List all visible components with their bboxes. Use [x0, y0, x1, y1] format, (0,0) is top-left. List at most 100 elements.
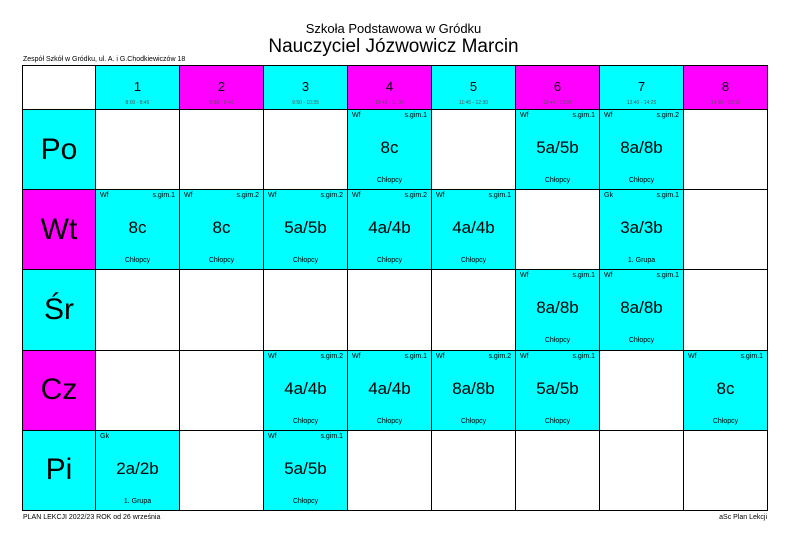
lesson-group: Chłopcy	[544, 337, 571, 345]
day-label: Cz	[22, 349, 96, 431]
lesson-room: s.gim.1	[656, 192, 679, 200]
lesson-cell[interactable]: Wf s.gim.1 4a/4b Chłopcy	[431, 189, 516, 271]
lesson-group: Chłopcy	[124, 257, 151, 265]
lesson-subject: Wf	[520, 112, 529, 119]
lesson-cell[interactable]: Wf s.gim.2 5a/5b Chłopcy	[263, 189, 348, 271]
lesson-subject: Wf	[352, 352, 361, 360]
timetable-grid: 1 8:00 - 8:45 2 8:50 - 9:40 3 9:50 - 10:35 4 10…	[22, 65, 768, 512]
footer-software: aSc Plan Lekcji	[719, 514, 767, 521]
lesson-room: s.gim.1	[152, 192, 175, 200]
lesson-group: 1. Grupa	[123, 497, 152, 505]
lesson-cell[interactable]: Wf s.gim.1 5a/5b Chłopcy	[263, 429, 348, 512]
lesson-cell[interactable]: Wf s.gim.2 4a/4b Chłopcy	[347, 189, 432, 271]
lesson-subject: Wf	[520, 352, 529, 360]
empty-cell	[347, 269, 432, 351]
lesson-room: s.gim.1	[572, 272, 595, 280]
lesson-group: Chłopcy	[628, 177, 655, 184]
lesson-cell[interactable]: Gk 2a/2b 1. Grupa	[95, 429, 180, 512]
day-label: Wt	[22, 189, 96, 271]
lesson-class: 8a/8b	[620, 298, 663, 318]
footer-plan-info: PLAN LEKCJI 2022/23 ROK od 26 września	[23, 514, 161, 521]
lesson-room: s.gim.2	[236, 192, 259, 200]
lesson-group: Chłopcy	[208, 257, 235, 265]
lesson-room: s.gim.2	[656, 112, 679, 119]
lesson-subject: Wf	[352, 192, 361, 200]
lesson-cell[interactable]: Wf s.gim.1 8c Chłopcy	[95, 189, 180, 271]
lesson-cell[interactable]: Wf s.gim.2 8a/8b Chłopcy	[599, 108, 684, 191]
period-time: 9:50 - 10:35	[292, 100, 319, 106]
day-label: Pi	[22, 429, 96, 512]
lesson-cell[interactable]: Wf s.gim.1 8a/8b Chłopcy	[599, 269, 684, 351]
empty-cell	[263, 108, 348, 191]
lesson-room: s.gim.2	[320, 192, 343, 200]
school-address: Zespół Szkół w Gródku, ul. A. i G.Chodki…	[23, 56, 186, 63]
lesson-subject: Wf	[268, 192, 277, 200]
lesson-class: 4a/4b	[452, 218, 495, 238]
lesson-room: s.gim.1	[656, 272, 679, 280]
empty-cell	[179, 349, 264, 431]
lesson-class: 8c	[212, 218, 231, 238]
period-time: 12:40 - 13:25	[542, 100, 573, 106]
lesson-class: 3a/3b	[620, 218, 663, 238]
empty-cell	[179, 429, 264, 512]
lesson-group: Chłopcy	[544, 417, 571, 425]
lesson-cell[interactable]: Wf s.gim.2 8c Chłopcy	[179, 189, 264, 271]
lesson-cell[interactable]: Wf s.gim.2 4a/4b Chłopcy	[263, 349, 348, 431]
empty-cell	[599, 349, 684, 431]
lesson-subject: Wf	[604, 272, 613, 280]
period-number: 8	[721, 79, 730, 94]
period-header-7: 7 13:40 - 14:25	[599, 65, 684, 110]
lesson-subject: Wf	[520, 272, 529, 280]
lesson-class: 8a/8b	[536, 298, 579, 318]
empty-cell	[515, 189, 600, 271]
empty-cell	[683, 269, 768, 351]
period-number: 1	[133, 79, 142, 94]
period-header-5: 5 11:45 - 12:30	[431, 65, 516, 110]
period-header-row: 1 8:00 - 8:45 2 8:50 - 9:40 3 9:50 - 10:35 4 10…	[22, 65, 768, 110]
lesson-cell[interactable]: Wf s.gim.1 4a/4b Chłopcy	[347, 349, 432, 431]
lesson-group: Chłopcy	[292, 257, 319, 265]
lesson-room: s.gim.1	[740, 352, 763, 360]
empty-cell	[179, 108, 264, 191]
lesson-subject: Wf	[688, 352, 697, 360]
lesson-subject: Wf	[268, 352, 277, 360]
empty-cell	[347, 429, 432, 512]
day-label: Po	[22, 108, 96, 191]
period-header-4: 4 10:45 - 11:30	[347, 65, 432, 110]
lesson-cell[interactable]: Wf s.gim.1 5a/5b Chłopcy	[515, 108, 600, 191]
lesson-subject: Wf	[436, 352, 445, 360]
lesson-group: Chłopcy	[460, 417, 487, 425]
lesson-class: 8a/8b	[452, 378, 495, 398]
lesson-group: Chłopcy	[460, 257, 487, 265]
empty-cell	[515, 429, 600, 512]
period-time: 8:00 - 8:45	[125, 100, 150, 106]
empty-cell	[431, 429, 516, 512]
day-row: Wt Wf s.gim.1 8c Chłopcy Wf s.gim.2 8c Chłopcy Wf…	[22, 189, 768, 271]
lesson-group: Chłopcy	[628, 337, 655, 345]
lesson-cell[interactable]: Wf s.gim.1 5a/5b Chłopcy	[515, 349, 600, 431]
lesson-subject: Wf	[352, 112, 361, 119]
day-label: Śr	[22, 269, 96, 351]
lesson-cell[interactable]: Wf s.gim.1 8a/8b Chłopcy	[515, 269, 600, 351]
lesson-class: 5a/5b	[536, 378, 579, 398]
lesson-class: 8a/8b	[620, 138, 663, 157]
lesson-class: 4a/4b	[284, 378, 327, 398]
corner-cell	[22, 65, 96, 110]
lesson-class: 4a/4b	[368, 378, 411, 398]
empty-cell	[431, 269, 516, 351]
day-row: Śr Wf s.gim.1 8a/8b Chłopcy Wf s.gim.1 8a/8b Chł…	[22, 269, 768, 351]
lesson-cell[interactable]: Wf s.gim.1 8c Chłopcy	[683, 349, 768, 431]
period-header-6: 6 12:40 - 13:25	[515, 65, 600, 110]
lesson-group: Chłopcy	[712, 417, 739, 425]
lesson-group: 1. Grupa	[627, 257, 656, 265]
lesson-cell[interactable]: Wf s.gim.2 8a/8b Chłopcy	[431, 349, 516, 431]
period-number: 4	[385, 79, 394, 94]
period-number: 6	[553, 79, 562, 94]
lesson-class: 4a/4b	[368, 218, 411, 238]
lesson-cell[interactable]: Gk s.gim.1 3a/3b 1. Grupa	[599, 189, 684, 271]
period-header-8: 8 14:30 - 15:15	[683, 65, 768, 110]
empty-cell	[95, 108, 180, 191]
period-time: 10:45 - 11:30	[374, 100, 405, 106]
lesson-subject: Gk	[100, 432, 109, 440]
lesson-cell[interactable]: Wf s.gim.1 8c Chłopcy	[347, 108, 432, 191]
